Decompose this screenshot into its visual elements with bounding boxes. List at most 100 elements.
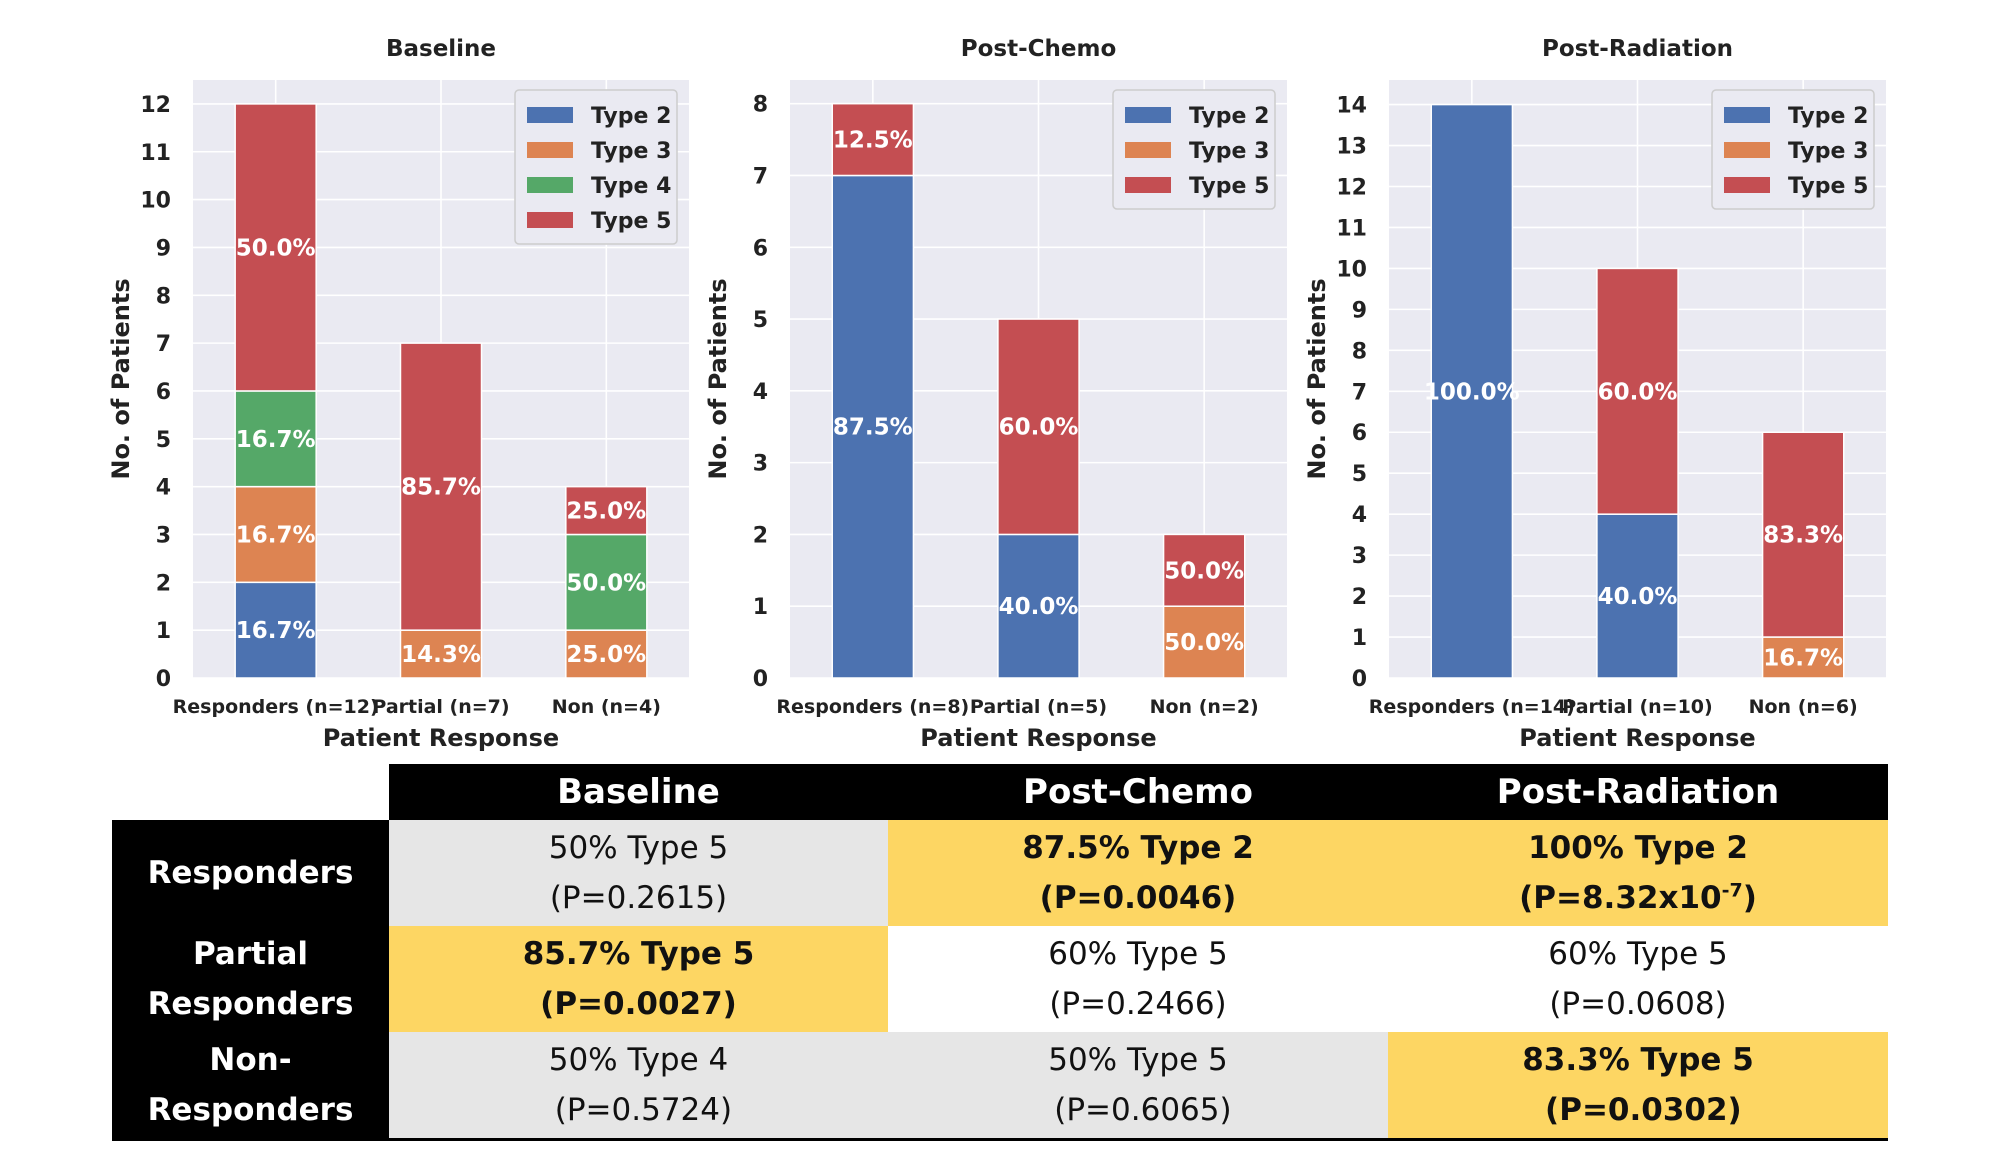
legend: Type 2 Type 3 Type 5: [1112, 89, 1276, 210]
y-tick-label: 5: [1352, 462, 1367, 487]
y-tick-label: 10: [1336, 257, 1367, 282]
row-header-non-responders: Non- Responders: [112, 1032, 389, 1141]
cell-line-2: (P=0.0027): [540, 986, 737, 1022]
bar-data-label: 40.0%: [1598, 584, 1678, 610]
y-tick-label: 2: [1352, 585, 1367, 610]
table-cell: 60% Type 5 (P=0.0608): [1388, 926, 1888, 1032]
legend-swatch: [1724, 142, 1770, 158]
y-tick-label: 8: [1352, 339, 1367, 364]
table-corner: [112, 764, 389, 820]
x-axis-label: Patient Response: [920, 724, 1156, 752]
bar-data-label: 83.3%: [1763, 523, 1843, 549]
y-tick-label: 0: [156, 667, 171, 692]
bar-segment: [1596, 513, 1679, 679]
table-cell: 50% Type 5 (P=0.2615): [389, 820, 888, 926]
column-header-baseline: Baseline: [389, 764, 888, 820]
y-tick-label: 0: [753, 667, 768, 692]
legend-label: Type 2: [1788, 104, 1868, 129]
table-header-row: Baseline Post-Chemo Post-Radiation: [112, 764, 1888, 820]
y-tick-label: 13: [1336, 135, 1367, 160]
row-label: Responders: [147, 1092, 354, 1128]
y-tick-label: 6: [156, 380, 171, 405]
summary-table: Baseline Post-Chemo Post-Radiation Respo…: [112, 764, 1888, 1141]
table-cell-highlight: 87.5% Type 2 (P=0.0046): [888, 820, 1388, 926]
x-axis-label: Patient Response: [1519, 724, 1755, 752]
bar-segment: [1430, 103, 1514, 679]
bar-data-label: 25.0%: [566, 642, 646, 668]
row-label: Responders: [147, 986, 354, 1022]
legend-label: Type 5: [1189, 174, 1269, 199]
y-tick-label: 11: [1336, 216, 1367, 241]
bar-segment: [399, 629, 483, 679]
y-tick-label: 11: [140, 141, 171, 166]
cell-line-2: (P=0.0046): [1039, 880, 1237, 916]
table-cell-highlight: 85.7% Type 5 (P=0.0027): [389, 926, 888, 1032]
table-row: Non- Responders 50% Type 4 (P=0.5724) 50…: [112, 1032, 1888, 1141]
y-tick-label: 0: [1352, 667, 1367, 692]
cell-line-2: (P=0.2466): [1049, 986, 1227, 1022]
legend-swatch: [527, 142, 573, 158]
table-cell-highlight: 100% Type 2 (P=8.32x10-7): [1388, 820, 1888, 926]
bar-segment: [399, 342, 483, 631]
row-label: Partial: [192, 936, 309, 972]
y-tick-label: 3: [753, 452, 768, 477]
y-tick-label: 1: [753, 595, 768, 620]
legend: Type 2 Type 3 Type 4 Type 5: [514, 89, 678, 245]
bar-data-label: 60.0%: [999, 415, 1079, 441]
row-header-partial-responders: Partial Responders: [112, 926, 389, 1032]
p-value-text: (P=8.32x10: [1519, 880, 1722, 916]
bar-data-label: 50.0%: [1164, 558, 1244, 584]
cell-line-1: 50% Type 5: [548, 830, 729, 866]
legend-swatch: [527, 107, 573, 123]
chart-panel-2: 87.5% 12.5% Responders (n=8) 40.0% 60.0% Part…: [704, 36, 1287, 752]
legend: Type 2 Type 3 Type 5: [1711, 89, 1875, 210]
bar-segment: [1162, 605, 1246, 679]
bar-segment: [1596, 267, 1679, 515]
x-tick-label: Partial (n=5): [970, 696, 1107, 718]
x-tick-label: Responders (n=14): [1369, 696, 1575, 718]
y-tick-label: 4: [753, 380, 768, 405]
cell-line-1: 83.3% Type 5: [1522, 1042, 1754, 1078]
x-axis-label: Patient Response: [323, 724, 559, 752]
y-tick-label: 9: [156, 236, 171, 261]
bar-data-label: 50.0%: [1164, 630, 1244, 656]
y-tick-label: 2: [753, 523, 768, 548]
exponent: -7: [1721, 879, 1743, 902]
y-tick-label: 7: [156, 332, 171, 357]
x-tick-label: Responders (n=8): [776, 696, 969, 718]
bar-data-label: 50.0%: [566, 570, 646, 596]
x-tick-label: Partial (n=10): [1562, 696, 1712, 718]
bar-data-label: 85.7%: [401, 475, 481, 501]
table-cell: 50% Type 5 (P=0.6065): [888, 1032, 1388, 1141]
y-tick-label: 6: [753, 236, 768, 261]
bar-data-label: 100.0%: [1424, 379, 1520, 405]
legend-label: Type 5: [591, 209, 671, 234]
bar-segment: [1162, 533, 1246, 607]
cell-line-2: (P=8.32x10-7): [1388, 873, 1888, 923]
chart-panel-1: 16.7% 16.7% 16.7% 50.0% Responders (n=12) 14.…: [107, 36, 689, 752]
y-tick-label: 6: [1352, 421, 1367, 446]
cell-line-1: 60% Type 5: [1548, 936, 1728, 972]
y-tick-label: 7: [753, 164, 768, 189]
legend-swatch: [527, 212, 573, 228]
x-tick-label: Non (n=6): [1749, 696, 1858, 718]
cell-line-2: (P=0.5724): [544, 1092, 733, 1128]
x-tick-label: Responders (n=12): [173, 696, 379, 718]
legend-label: Type 3: [1189, 139, 1269, 164]
bar-data-label: 16.7%: [236, 618, 316, 644]
y-tick-label: 7: [1352, 380, 1367, 405]
bar-segment: [565, 629, 648, 679]
y-tick-label: 1: [1352, 626, 1367, 651]
table-cell: 60% Type 5 (P=0.2466): [888, 926, 1388, 1032]
cell-line-2: (P=0.0608): [1549, 986, 1727, 1022]
chart-title: Post-Chemo: [961, 36, 1117, 62]
legend-swatch: [527, 177, 573, 193]
bar-data-label: 87.5%: [833, 415, 913, 441]
y-axis-label: No. of Patients: [107, 278, 135, 479]
legend-label: Type 2: [591, 104, 671, 129]
y-tick-label: 9: [1352, 298, 1367, 323]
table-cell: 50% Type 4 (P=0.5724): [389, 1032, 888, 1141]
y-tick-label: 5: [156, 428, 171, 453]
legend-swatch: [1125, 142, 1171, 158]
bar-data-label: 14.3%: [401, 642, 481, 668]
